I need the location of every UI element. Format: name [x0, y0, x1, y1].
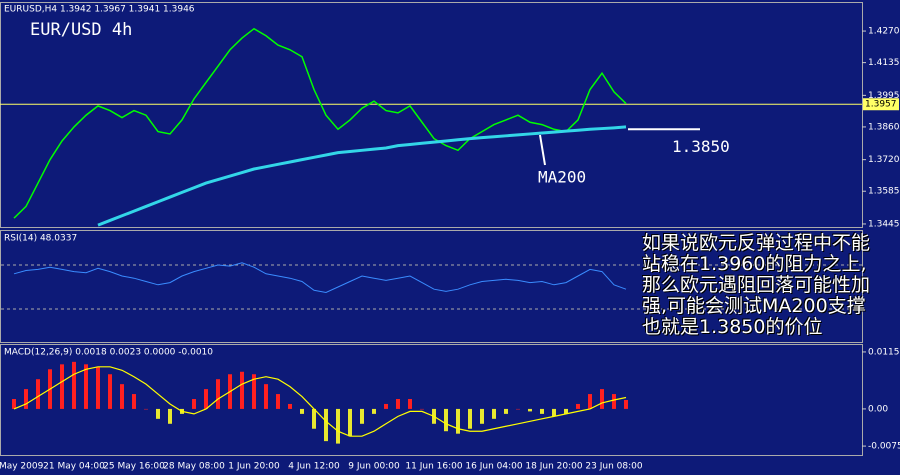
x-tick-label: 21 May 04:00: [43, 462, 105, 472]
signal-line: [13, 366, 627, 437]
histogram-bar: [168, 408, 172, 424]
annotation-line: 那么欧元遇阻回落可能性加: [642, 274, 871, 296]
histogram-bar: [456, 408, 460, 434]
y-tick-label: 1.3995: [868, 91, 900, 101]
histogram-bar: [276, 394, 280, 409]
histogram-bar: [612, 394, 616, 409]
x-tick-label: 28 May 08:00: [163, 462, 225, 472]
histogram-bar: [288, 403, 292, 409]
x-tick-label: 18 May 2009: [0, 462, 44, 472]
histogram-bar: [588, 394, 592, 409]
histogram-bar: [264, 384, 268, 409]
x-tick-label: 4 Jun 12:00: [288, 462, 340, 472]
histogram-bar: [252, 374, 256, 409]
annotation-text: 如果说欧元反弹过程中不能 站稳在1.3960的阻力之上, 那么欧元遇阻回落可能性加强…: [642, 233, 870, 338]
x-tick-label: 16 Jun 04:00: [465, 462, 522, 472]
annotation-line: 站稳在1.3960的阻力之上,: [642, 253, 867, 275]
histogram-bar: [372, 408, 376, 414]
x-tick-label: 1 Jun 20:00: [228, 462, 280, 472]
histogram-bar: [204, 389, 208, 409]
histogram-bar: [72, 361, 76, 409]
rsi-panel: [0, 230, 863, 343]
histogram-bar: [108, 374, 112, 409]
histogram-bar: [36, 379, 40, 409]
support-label: 1.3850: [672, 137, 730, 156]
histogram-bar: [120, 384, 124, 409]
price-tag: [863, 98, 899, 111]
histogram-bar: [24, 389, 28, 409]
histogram-bar: [132, 394, 136, 409]
annotation-line: 也就是1.3850的价位: [642, 316, 823, 338]
x-tick-label: 9 Jun 00:00: [348, 462, 400, 472]
histogram-bar: [492, 408, 496, 419]
y-tick-label: 1.3860: [868, 122, 900, 132]
histogram-bar: [420, 408, 424, 410]
histogram-bar: [408, 399, 412, 409]
histogram-bar: [444, 408, 448, 432]
y-tick-label: 1.3585: [868, 187, 900, 197]
histogram-bar: [528, 408, 532, 412]
y-tick-label: 0.0115: [868, 347, 900, 357]
ma-label: MA200: [538, 168, 586, 187]
histogram-bar: [240, 371, 244, 409]
y-tick-label: -0.0075: [868, 442, 900, 452]
histogram-bar: [552, 408, 556, 417]
y-tick-label: 1.3445: [868, 219, 900, 229]
price-tag-label: 1.3957: [865, 100, 897, 110]
annotation-line: 强,可能会测试MA200支撑: [642, 295, 866, 317]
histogram-bar: [504, 408, 508, 414]
histogram-bar: [96, 366, 100, 409]
histogram-bar: [576, 403, 580, 409]
histogram-bar: [384, 403, 388, 409]
series-line: [97, 125, 627, 227]
y-tick-label: 1.4135: [868, 58, 900, 68]
histogram-bar: [540, 408, 544, 414]
price-panel: [0, 2, 863, 228]
histogram-bar: [300, 408, 304, 414]
histogram-bar: [348, 408, 352, 437]
histogram-bar: [324, 408, 328, 442]
series-line: [13, 262, 627, 294]
y-tick-label: 1.3720: [868, 155, 900, 165]
histogram-bar: [360, 408, 364, 424]
chart-title: EUR/USD 4h: [30, 20, 132, 40]
histogram-bar: [600, 389, 604, 409]
series-line: [13, 27, 627, 219]
rsi-header: RSI(14) 48.0337: [4, 234, 77, 244]
x-tick-label: 11 Jun 16:00: [405, 462, 462, 472]
histogram-bar: [156, 408, 160, 419]
histogram-bar: [396, 399, 400, 409]
x-tick-label: 25 May 16:00: [103, 462, 165, 472]
x-tick-label: 18 Jun 20:00: [525, 462, 582, 472]
histogram-bar: [480, 408, 484, 424]
annotation-line: 如果说欧元反弹过程中不能: [642, 232, 871, 254]
histogram-bar: [84, 364, 88, 409]
histogram-bar: [468, 408, 472, 429]
ma-pointer: [539, 134, 546, 166]
histogram-bar: [12, 399, 16, 409]
histogram-bar: [192, 399, 196, 409]
price-header: EURUSD,H4 1.3942 1.3967 1.3941 1.3946: [4, 5, 195, 15]
macd-panel: [0, 344, 863, 456]
y-tick-label: 0.00: [868, 404, 888, 414]
x-tick-label: 23 Jun 08:00: [585, 462, 642, 472]
histogram-bar: [312, 408, 316, 429]
histogram-bar: [216, 379, 220, 409]
histogram-bar: [336, 408, 340, 444]
histogram-bar: [516, 408, 520, 410]
histogram-bar: [144, 408, 148, 410]
histogram-bar: [624, 400, 628, 409]
macd-header: MACD(12,26,9) 0.0018 0.0023 0.0000 -0.00…: [4, 348, 213, 358]
histogram-bar: [60, 364, 64, 409]
y-tick-label: 1.4270: [868, 27, 900, 37]
histogram-bar: [564, 408, 568, 414]
